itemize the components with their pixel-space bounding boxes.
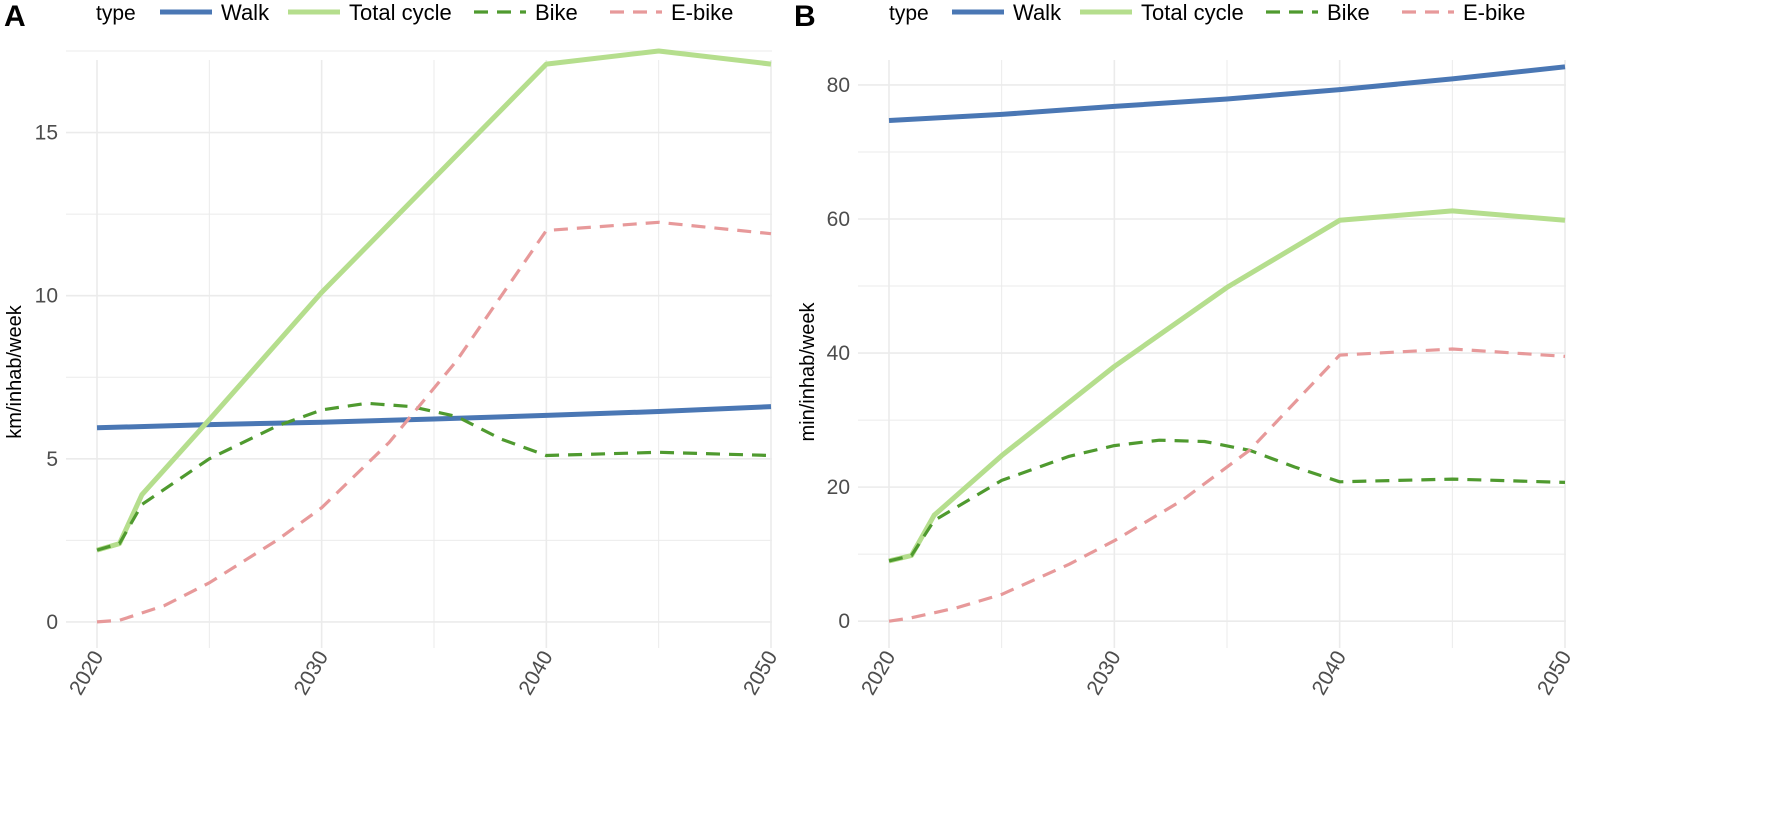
panel-b: B type Walk Total cycle Bike E-bike min/… (794, 0, 1576, 699)
y-axis-title-b: min/inhab/week (797, 302, 819, 442)
y-tick-label: 60 (827, 208, 850, 231)
legend-item-bike-b: Bike (1266, 0, 1370, 25)
legend-item-total-cycle-a: Total cycle (288, 0, 452, 25)
legend-item-ebike-a: E-bike (610, 0, 733, 25)
series-a (96, 48, 772, 624)
y-axis-title-a: km/inhab/week (4, 304, 26, 438)
grid-a (66, 50, 772, 648)
series-line-bike-a (96, 401, 772, 552)
panel-letter-b: B (794, 0, 816, 33)
legend-b: type Walk Total cycle Bike E-bike (889, 0, 1525, 25)
legend-title-a: type (96, 2, 136, 25)
legend-label-bike-b: Bike (1327, 0, 1370, 25)
legend-label-total-cycle-a: Total cycle (349, 0, 452, 25)
y-tick-labels-b: 0 20 40 60 80 (827, 74, 850, 633)
panel-letter-a: A (4, 0, 26, 33)
legend-label-total-cycle-b: Total cycle (1141, 0, 1244, 25)
y-tick-label: 80 (827, 74, 850, 97)
y-tick-label: 10 (35, 285, 58, 308)
legend-item-walk-a: Walk (160, 0, 270, 25)
grid-b (858, 60, 1566, 648)
legend-item-ebike-b: E-bike (1402, 0, 1525, 25)
legend-label-walk-a: Walk (221, 0, 270, 25)
legend-item-bike-a: Bike (474, 0, 578, 25)
y-tick-label: 40 (827, 342, 850, 365)
legend-item-walk-b: Walk (952, 0, 1062, 25)
legend-item-total-cycle-b: Total cycle (1080, 0, 1244, 25)
y-tick-label: 20 (827, 476, 850, 499)
y-tick-label: 0 (838, 610, 850, 633)
series-line-walk-a (96, 404, 772, 431)
series-line-total-cycle-b (888, 208, 1566, 564)
legend-label-bike-a: Bike (535, 0, 578, 25)
legend-label-walk-b: Walk (1013, 0, 1062, 25)
y-tick-label: 0 (46, 611, 58, 634)
series-line-ebike-b (888, 347, 1566, 623)
y-tick-label: 15 (35, 122, 58, 145)
series-line-total-cycle-a (96, 48, 772, 553)
panel-a: A type Walk Total cycle Bike E-bike km/i… (4, 0, 782, 699)
legend-label-ebike-a: E-bike (671, 0, 733, 25)
legend-label-ebike-b: E-bike (1463, 0, 1525, 25)
legend-title-b: type (889, 2, 929, 25)
y-tick-label: 5 (46, 448, 58, 471)
series-b (888, 64, 1566, 623)
series-line-bike-b (888, 438, 1566, 563)
series-line-ebike-a (96, 220, 772, 624)
y-tick-labels-a: 0 5 10 15 (35, 122, 58, 634)
legend-a: type Walk Total cycle Bike E-bike (96, 0, 733, 25)
series-line-walk-b (888, 64, 1566, 123)
